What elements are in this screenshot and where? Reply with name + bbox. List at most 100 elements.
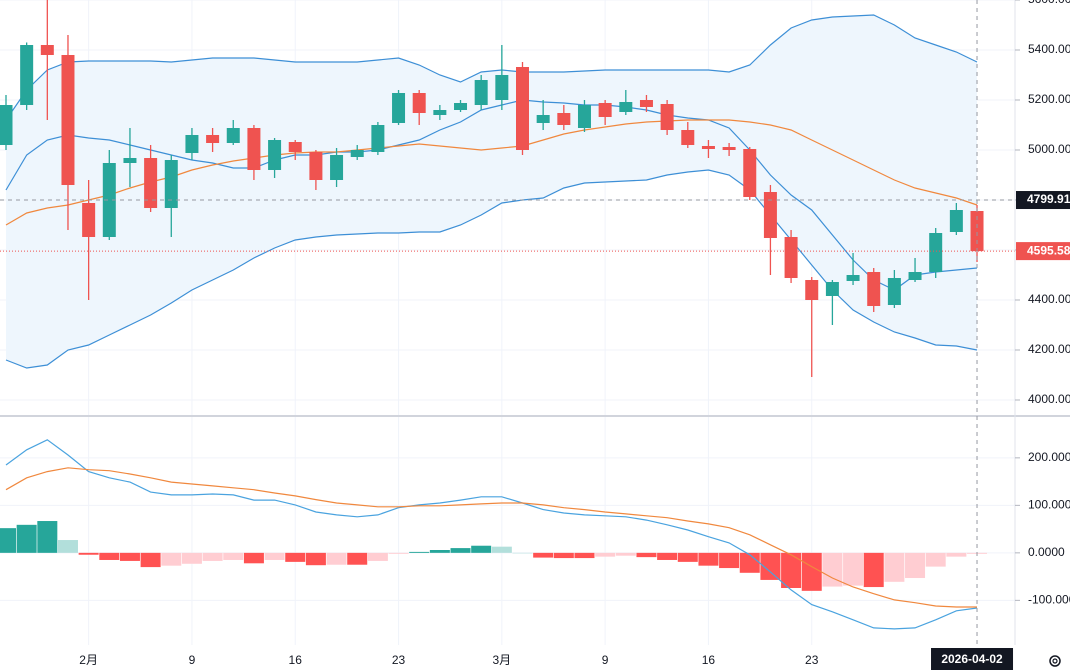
band-fill <box>6 15 978 368</box>
x-tick-label: 3月 <box>492 653 511 667</box>
candle-body <box>577 105 591 128</box>
gear-hub <box>1052 658 1058 664</box>
histogram-bar <box>119 552 140 561</box>
candle-body <box>268 140 282 170</box>
histogram-bar <box>739 552 760 573</box>
x-tick-label: 23 <box>392 653 406 667</box>
histogram-bar <box>450 548 471 553</box>
histogram-bar <box>471 545 492 553</box>
x-tick-label: 16 <box>702 653 716 667</box>
candle-body <box>784 237 798 278</box>
gear[interactable] <box>1049 655 1061 667</box>
x-tick-label: 16 <box>289 653 303 667</box>
histogram-bar <box>512 552 533 554</box>
indicator-line <box>5 99 978 291</box>
crosshair-date-label: 2026-04-02 <box>941 652 1003 666</box>
indicator-line <box>5 14 978 121</box>
y-tick-label: 4200.00 <box>1028 342 1070 356</box>
candle-body <box>867 272 881 306</box>
histogram-bar <box>140 552 161 568</box>
macd-grid <box>0 417 1015 645</box>
candle-body <box>0 105 13 145</box>
x-tick-label: 9 <box>602 653 609 667</box>
histogram-bar <box>181 552 202 564</box>
histogram-bar <box>574 552 595 559</box>
candle-body <box>82 203 96 237</box>
histogram-bar <box>760 552 781 580</box>
histogram-bar <box>801 552 822 591</box>
y-tick-label: 5200.00 <box>1028 92 1070 106</box>
y-tick-label: 100.0000 <box>1028 498 1070 512</box>
candle-body <box>206 135 220 143</box>
last-price-box <box>1016 242 1070 261</box>
histogram-bar <box>388 552 409 554</box>
crosshair-price-box <box>1016 191 1070 210</box>
histogram-bar <box>409 551 430 553</box>
candle-body <box>371 125 385 152</box>
candle-body <box>557 113 571 125</box>
histogram-bar <box>57 540 78 553</box>
candle-body <box>929 233 943 272</box>
histogram-bar <box>677 552 698 562</box>
histogram-bar <box>99 552 120 560</box>
candle-body <box>20 45 34 105</box>
candle-body <box>598 103 612 117</box>
axes: 2月916233月916234000.004200.004400.004600.… <box>79 0 1070 670</box>
candle-body <box>392 93 406 123</box>
last-price-label: 4595.58 <box>1027 243 1070 257</box>
histogram-bar <box>925 552 946 567</box>
candle-body <box>40 45 54 55</box>
candle-body <box>288 142 302 152</box>
candle-body <box>639 100 653 107</box>
y-tick-label: 4000.00 <box>1028 392 1070 406</box>
candle-body <box>681 130 695 145</box>
candle-body <box>102 163 116 237</box>
y-tick-label: 5600.00 <box>1028 0 1070 6</box>
candle-body <box>474 80 488 105</box>
candle-body <box>454 103 468 110</box>
histogram-bar <box>698 552 719 566</box>
candle-body <box>412 93 426 113</box>
histogram-bar <box>843 552 864 586</box>
settings-icon[interactable] <box>1049 655 1061 667</box>
candle-body <box>619 102 633 112</box>
histogram-bar <box>615 552 636 556</box>
y-tick-label: 0.0000 <box>1028 545 1065 559</box>
histogram-bar <box>533 552 554 558</box>
histogram-bar <box>285 552 306 562</box>
histogram-bar <box>347 552 368 565</box>
candle-body <box>908 272 922 280</box>
candle-body <box>887 278 901 305</box>
price-plot <box>0 0 1015 377</box>
candle-body <box>516 67 529 150</box>
histogram-bar <box>161 552 182 566</box>
histogram-bar <box>491 546 512 553</box>
histogram-bar <box>884 552 905 582</box>
histogram-bar <box>305 552 326 566</box>
x-tick-label: 23 <box>805 653 819 667</box>
candle-body <box>846 275 860 281</box>
candle-body <box>495 75 509 100</box>
candle-body <box>536 115 550 123</box>
histogram-bar <box>264 552 285 560</box>
histogram-bar <box>822 552 843 587</box>
x-tick-label: 9 <box>189 653 196 667</box>
macd-line <box>5 467 977 608</box>
candle-body <box>825 282 839 296</box>
histogram-bar <box>326 552 347 565</box>
y-tick-label: 5000.00 <box>1028 142 1070 156</box>
candle-body <box>226 128 240 143</box>
y-tick-label: 4400.00 <box>1028 292 1070 306</box>
histogram-bar <box>595 552 616 557</box>
histogram-bar <box>0 528 16 553</box>
candle-body <box>309 152 323 180</box>
histogram-bar <box>946 552 967 557</box>
indicator-line <box>5 169 978 369</box>
candle-body <box>185 135 199 153</box>
histogram-bar <box>243 552 264 564</box>
candle-body <box>660 104 674 130</box>
candle-body <box>763 192 777 238</box>
candle-body <box>164 160 178 208</box>
candle-body <box>805 280 819 300</box>
